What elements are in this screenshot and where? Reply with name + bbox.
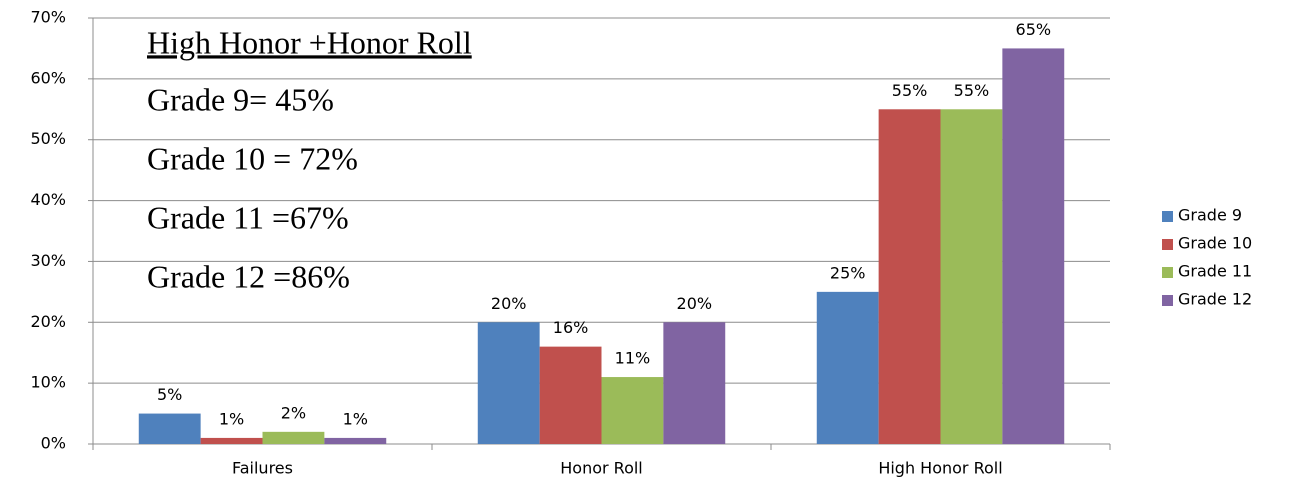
annotation: Grade 12 =86% xyxy=(147,258,350,294)
y-tick-label: 0% xyxy=(41,434,66,453)
value-label: 2% xyxy=(281,403,306,422)
value-label: 65% xyxy=(1016,20,1052,39)
value-label: 1% xyxy=(219,409,244,428)
bar xyxy=(663,322,726,444)
y-tick-label: 30% xyxy=(30,251,66,270)
value-label: 11% xyxy=(615,349,651,368)
y-tick-label: 40% xyxy=(30,190,66,209)
x-tick-label: Failures xyxy=(232,459,293,478)
bar xyxy=(477,322,540,444)
x-tick-label: High Honor Roll xyxy=(878,459,1002,478)
legend-label: Grade 10 xyxy=(1178,234,1252,253)
legend-swatch xyxy=(1162,295,1173,306)
legend-swatch xyxy=(1162,239,1173,250)
bar xyxy=(1002,48,1065,445)
legend-label: Grade 11 xyxy=(1178,262,1252,281)
value-label: 20% xyxy=(491,294,527,313)
y-tick-label: 50% xyxy=(30,129,66,148)
annotation: Grade 9= 45% xyxy=(147,81,334,117)
y-tick-label: 70% xyxy=(30,8,66,27)
bar xyxy=(601,377,664,444)
value-label: 20% xyxy=(677,294,713,313)
bar xyxy=(816,291,879,444)
legend-label: Grade 9 xyxy=(1178,206,1242,225)
bar xyxy=(200,437,263,444)
legend-swatch xyxy=(1162,267,1173,278)
legend-label: Grade 12 xyxy=(1178,290,1252,309)
y-tick-label: 10% xyxy=(30,373,66,392)
bar xyxy=(262,431,325,444)
value-label: 16% xyxy=(553,318,589,337)
value-label: 55% xyxy=(954,81,990,100)
value-label: 5% xyxy=(157,385,182,404)
bar xyxy=(324,437,387,444)
annotation: Grade 11 =67% xyxy=(147,199,349,235)
y-tick-label: 60% xyxy=(30,68,66,87)
bar xyxy=(878,109,941,445)
annotation-heading: High Honor +Honor Roll xyxy=(147,24,472,60)
value-label: 55% xyxy=(892,81,928,100)
value-label: 1% xyxy=(343,409,368,428)
y-tick-label: 20% xyxy=(30,312,66,331)
value-label: 25% xyxy=(830,263,866,282)
bar xyxy=(138,413,201,444)
x-tick-label: Honor Roll xyxy=(560,459,643,478)
annotation: Grade 10 = 72% xyxy=(147,140,358,176)
bar xyxy=(940,109,1003,445)
bar xyxy=(539,346,602,444)
marks xyxy=(138,48,1065,445)
legend-swatch xyxy=(1162,211,1173,222)
